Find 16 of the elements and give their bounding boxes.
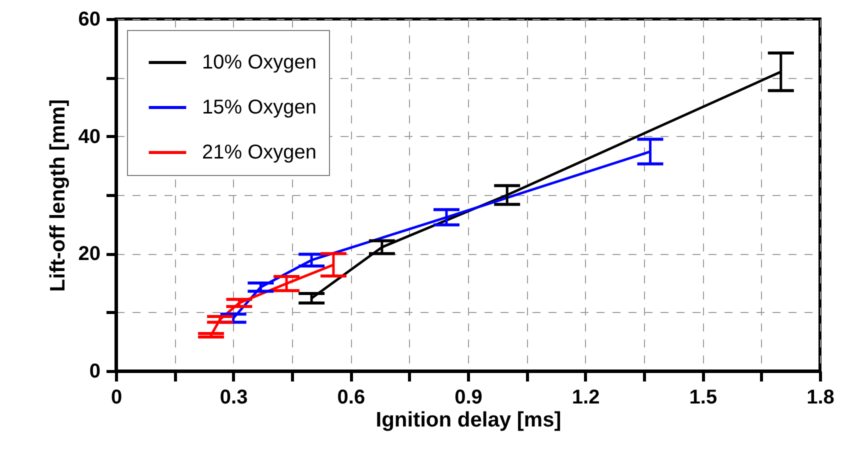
x-tick-label: 0.6 <box>337 386 366 408</box>
y-tick-label: 40 <box>78 126 100 148</box>
legend-label: 21% Oxygen <box>202 142 317 164</box>
x-axis-title: Ignition delay [ms] <box>376 408 562 432</box>
x-tick-label: 1.5 <box>689 386 718 408</box>
x-tick-label: 1.8 <box>806 386 834 408</box>
legend-label: 15% Oxygen <box>202 96 317 118</box>
y-tick-label: 20 <box>78 243 100 266</box>
x-tick-label: 0 <box>110 386 122 408</box>
x-tick-label: 0.9 <box>454 386 482 408</box>
x-tick-label: 1.2 <box>572 386 600 408</box>
y-tick-label: 60 <box>78 8 100 30</box>
y-tick-label: 0 <box>89 360 100 382</box>
legend-label: 10% Oxygen <box>202 52 317 74</box>
y-axis-title: Lift-off length [mm] <box>46 99 70 292</box>
x-tick-label: 0.3 <box>220 386 248 408</box>
